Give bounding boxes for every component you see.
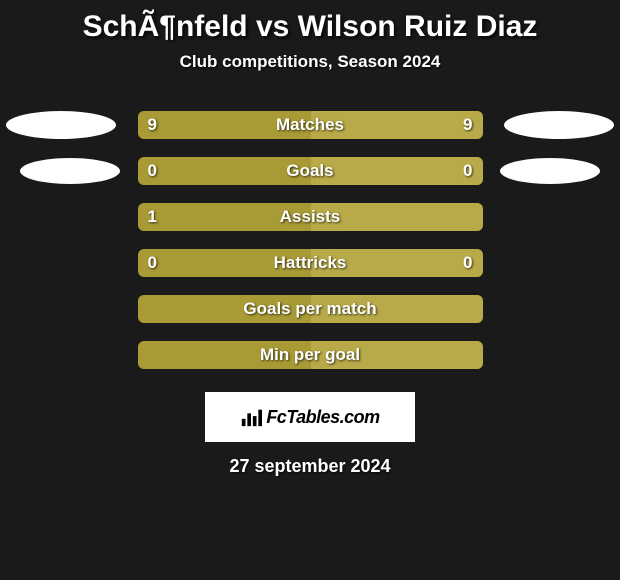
player-left-ellipse bbox=[20, 158, 120, 184]
stat-label: Min per goal bbox=[260, 345, 360, 365]
stat-row: Assists 1 bbox=[0, 194, 620, 240]
stat-bar: Goals per match bbox=[138, 295, 483, 323]
chart-icon bbox=[240, 406, 262, 428]
subtitle: Club competitions, Season 2024 bbox=[0, 52, 620, 72]
stat-value-left: 0 bbox=[148, 253, 157, 273]
stat-label: Hattricks bbox=[274, 253, 347, 273]
stat-bar: Goals 0 0 bbox=[138, 157, 483, 185]
player-right-ellipse bbox=[504, 111, 614, 139]
player-right-ellipse bbox=[500, 158, 600, 184]
stat-value-right: 0 bbox=[463, 253, 472, 273]
page-title: SchÃ¶nfeld vs Wilson Ruiz Diaz bbox=[0, 0, 620, 44]
stat-value-left: 0 bbox=[148, 161, 157, 181]
stat-bar: Min per goal bbox=[138, 341, 483, 369]
stat-row: Hattricks 0 0 bbox=[0, 240, 620, 286]
stat-row: Goals per match bbox=[0, 286, 620, 332]
logo-box: FcTables.com bbox=[205, 392, 415, 442]
stat-bar: Hattricks 0 0 bbox=[138, 249, 483, 277]
stat-label: Assists bbox=[280, 207, 340, 227]
stat-value-right: 9 bbox=[463, 115, 472, 135]
stat-label: Matches bbox=[276, 115, 344, 135]
logo: FcTables.com bbox=[240, 406, 379, 428]
stat-row: Min per goal bbox=[0, 332, 620, 378]
stat-value-left: 1 bbox=[148, 207, 157, 227]
stat-label: Goals bbox=[286, 161, 333, 181]
player-left-ellipse bbox=[6, 111, 116, 139]
stat-row: Matches 9 9 bbox=[0, 102, 620, 148]
date: 27 september 2024 bbox=[0, 456, 620, 477]
stat-value-left: 9 bbox=[148, 115, 157, 135]
stat-row: Goals 0 0 bbox=[0, 148, 620, 194]
stat-label: Goals per match bbox=[243, 299, 376, 319]
stat-bar-right-accent bbox=[311, 157, 483, 185]
stat-bar: Assists 1 bbox=[138, 203, 483, 231]
logo-text: FcTables.com bbox=[266, 407, 379, 428]
stat-value-right: 0 bbox=[463, 161, 472, 181]
stats-rows: Matches99Goals00Assists1Hattricks00Goals… bbox=[0, 102, 620, 378]
stat-bar: Matches 9 9 bbox=[138, 111, 483, 139]
